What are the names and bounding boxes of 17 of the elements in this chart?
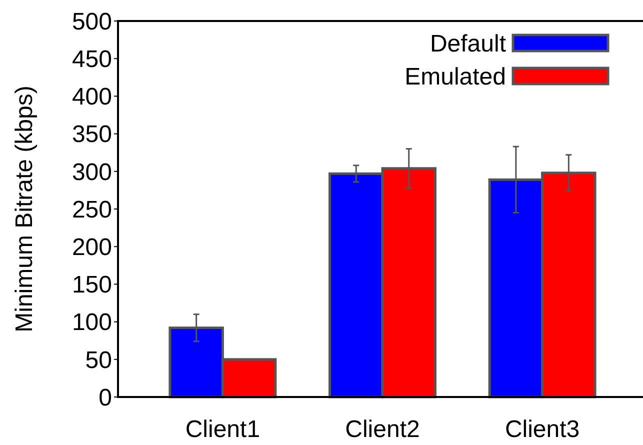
y-tick-label: 300 xyxy=(72,158,112,186)
legend-label: Emulated xyxy=(404,63,506,90)
y-tick-label: 250 xyxy=(72,196,112,224)
y-tick-label: 150 xyxy=(72,272,112,299)
y-tick-label: 0 xyxy=(98,384,112,412)
y-tick-label: 400 xyxy=(72,84,112,111)
y-tick-label: 50 xyxy=(85,346,112,374)
x-tick-label: Client3 xyxy=(504,416,580,443)
y-tick-label: 200 xyxy=(72,234,112,261)
y-tick-label: 500 xyxy=(72,8,112,36)
x-tick-label: Client1 xyxy=(185,416,260,443)
y-tick-label: 450 xyxy=(72,46,112,73)
x-tick-label: Client2 xyxy=(345,416,420,443)
y-tick-label: 100 xyxy=(72,309,112,336)
y-tick-label: 350 xyxy=(72,121,112,148)
y-axis-title: Minimum Bitrate (kbps) xyxy=(11,86,38,332)
legend-label: Default xyxy=(430,30,506,58)
